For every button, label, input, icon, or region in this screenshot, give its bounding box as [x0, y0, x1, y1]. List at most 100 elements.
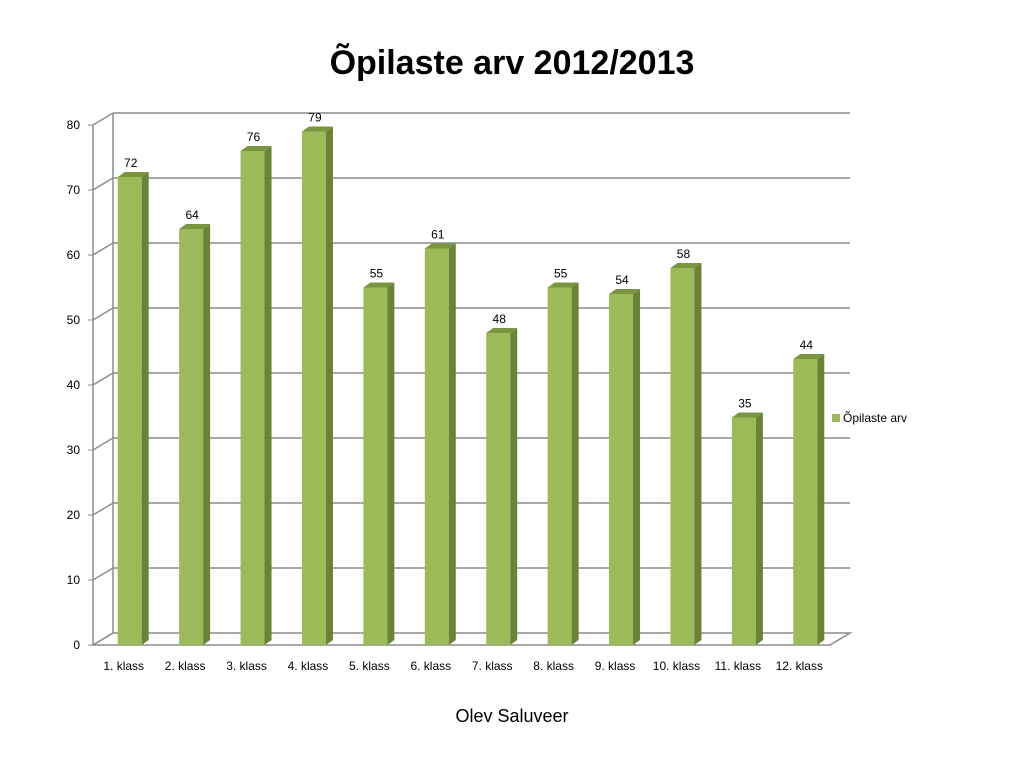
data-label: 72 — [124, 156, 138, 170]
bar-front — [301, 131, 326, 645]
bar-series: 72 64 76 79 55 61 48 55 54 58 35 44 — [117, 111, 825, 645]
bar-side — [694, 263, 702, 645]
gridline-depth — [92, 307, 114, 321]
bar-top — [670, 263, 702, 268]
gridline-depth — [92, 632, 114, 646]
y-tick-label: 40 — [67, 378, 81, 392]
gridline-depth — [92, 567, 114, 581]
bar-front — [117, 177, 142, 645]
bar-front — [547, 287, 572, 645]
data-label: 55 — [370, 267, 384, 281]
bar-top — [486, 328, 518, 333]
bar-top — [301, 126, 333, 132]
x-tick-label: 2. klass — [165, 659, 206, 673]
bar-side — [633, 289, 641, 645]
bar-top — [363, 282, 395, 288]
bar-top — [793, 354, 825, 359]
gridline-depth — [92, 372, 114, 386]
data-label: 79 — [308, 111, 322, 125]
bar-side — [264, 146, 272, 645]
bar-top — [240, 146, 272, 151]
gridline-depth — [92, 502, 114, 516]
chart-title: Õpilaste arv 2012/2013 — [329, 44, 695, 82]
bar-front — [240, 151, 265, 645]
x-tick-label: 12. klass — [776, 659, 823, 673]
gridline-depth — [92, 112, 114, 126]
bar-4 — [301, 126, 333, 645]
bar-top — [609, 289, 641, 294]
bar-side — [755, 412, 763, 645]
bar-front — [609, 294, 634, 645]
legend: Õpilaste arv — [832, 410, 907, 425]
data-label: 58 — [677, 247, 691, 261]
x-axis: 1. klass 2. klass 3. klass 4. klass 5. klass… — [103, 659, 823, 673]
bar-6 — [424, 243, 456, 645]
x-tick-label: 1. klass — [103, 659, 144, 673]
x-tick-label: 8. klass — [533, 659, 574, 673]
y-tick-label: 70 — [67, 183, 81, 197]
bar-5 — [363, 282, 395, 645]
data-label: 61 — [431, 228, 445, 242]
bar-front — [424, 248, 449, 645]
bar-side — [571, 282, 579, 645]
bar-side — [448, 243, 456, 645]
x-tick-label: 6. klass — [410, 659, 451, 673]
bar-front — [179, 229, 204, 645]
bar-9 — [609, 289, 641, 645]
x-tick-label: 4. klass — [288, 659, 329, 673]
author-credit: Olev Saluveer — [455, 706, 569, 726]
bar-top — [424, 243, 456, 249]
data-label: 76 — [247, 130, 261, 144]
bar-side — [510, 328, 518, 645]
bar-top — [731, 412, 763, 418]
bar-7 — [486, 328, 518, 645]
gridline-depth — [92, 177, 114, 191]
bar-2 — [179, 224, 211, 645]
legend-swatch — [832, 414, 840, 422]
y-tick-label: 20 — [67, 508, 81, 522]
x-tick-label: 11. klass — [715, 659, 761, 673]
bar-side — [203, 224, 211, 645]
bar-front — [731, 417, 756, 645]
x-tick-label: 5. klass — [349, 659, 390, 673]
data-label: 48 — [493, 312, 507, 326]
x-tick-label: 3. klass — [226, 659, 267, 673]
bar-12 — [793, 354, 825, 645]
y-tick-label: 10 — [67, 573, 81, 587]
data-label: 64 — [185, 208, 199, 222]
y-tick-label: 50 — [67, 313, 81, 327]
bar-side — [141, 172, 149, 645]
bar-front — [670, 268, 695, 645]
data-label: 54 — [615, 273, 629, 287]
y-tick-label: 80 — [67, 118, 81, 132]
bar-3 — [240, 146, 272, 645]
bar-front — [363, 287, 388, 645]
bar-chart: 0 10 20 30 40 50 60 70 80 72 64 76 79 55 61 48 55 54 58 35… — [67, 111, 907, 674]
bar-top — [117, 172, 149, 177]
bar-front — [793, 359, 818, 645]
x-tick-label: 10. klass — [653, 659, 700, 673]
bar-8 — [547, 282, 579, 645]
bar-1 — [117, 172, 149, 645]
gridline-depth — [92, 242, 114, 256]
bar-10 — [670, 263, 702, 645]
bar-side — [817, 354, 825, 645]
y-tick-label: 30 — [67, 443, 81, 457]
gridlines — [90, 112, 853, 646]
bar-top — [179, 224, 211, 229]
data-label: 35 — [738, 397, 752, 411]
bar-top — [547, 282, 579, 288]
data-label: 55 — [554, 267, 568, 281]
data-label: 44 — [800, 338, 814, 352]
y-tick-label: 0 — [73, 638, 80, 652]
bar-side — [325, 126, 333, 645]
y-tick-label: 60 — [67, 248, 81, 262]
y-axis: 0 10 20 30 40 50 60 70 80 — [67, 118, 94, 652]
x-tick-label: 7. klass — [472, 659, 513, 673]
legend-label: Õpilaste arv — [843, 410, 907, 425]
bar-front — [486, 333, 511, 645]
bar-side — [387, 282, 395, 645]
bar-11 — [731, 412, 763, 645]
gridline-depth — [92, 437, 114, 451]
x-tick-label: 9. klass — [595, 659, 636, 673]
